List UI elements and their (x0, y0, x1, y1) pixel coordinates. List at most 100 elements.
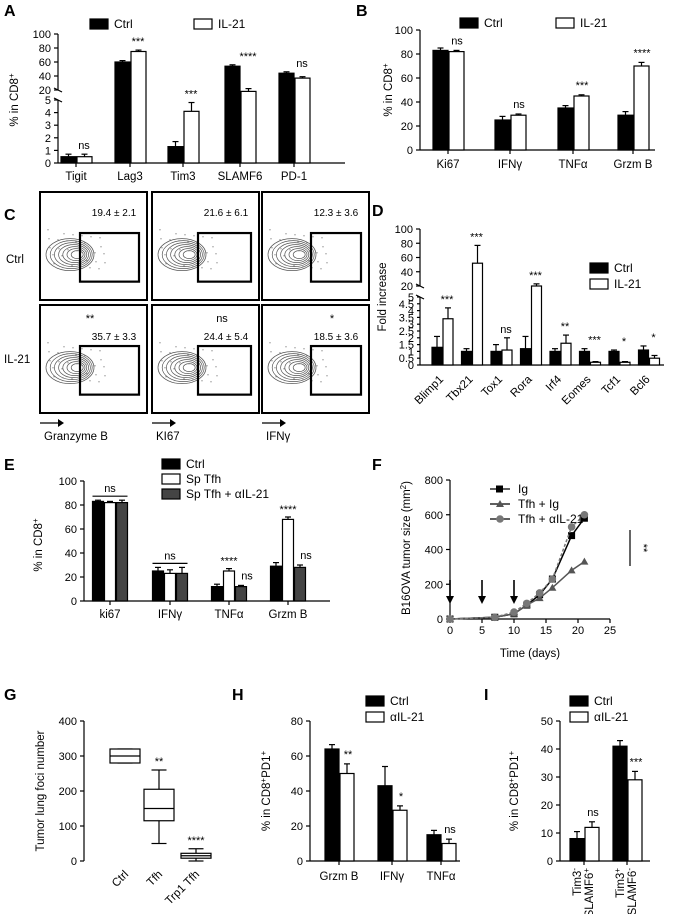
c-dot (322, 359, 324, 361)
c-dot (211, 237, 213, 239)
e-sig: ns (164, 550, 176, 562)
c-contour (170, 244, 201, 265)
c-dot (90, 349, 92, 351)
c-xlabel: KI67 (156, 431, 180, 443)
c-dot (206, 365, 208, 367)
d-bar-ctrl (608, 350, 620, 366)
f-point-tfh-aIL21 (580, 510, 589, 519)
d-tick-label: 4 (408, 306, 414, 318)
c-arrow-head (280, 419, 286, 427)
c-row-label: IL-21 (4, 354, 30, 366)
g-ylabel: Tumor lung foci number (35, 730, 47, 851)
f-sig: ** (637, 544, 649, 553)
d-bar-il21 (619, 361, 631, 366)
i-tick-label: 50 (541, 716, 553, 728)
c-dot (187, 354, 189, 356)
h-bar-aIL21 (441, 842, 457, 862)
b-bar-ctrl (432, 49, 449, 151)
c-dot (161, 247, 163, 249)
c-gate-value: 35.7 ± 3.3 (92, 332, 137, 343)
c-dot (275, 263, 277, 265)
d-legend-il21-swatch (589, 278, 609, 290)
c-contour (54, 355, 91, 380)
c-dot (201, 380, 203, 382)
h-tick-label: 60 (291, 751, 303, 763)
c-dot (104, 262, 106, 264)
c-dot (303, 348, 305, 350)
c-dot (160, 238, 162, 240)
e-sig: **** (220, 556, 238, 568)
a-legend-ctrl-label: Ctrl (114, 17, 133, 31)
c-dot (325, 253, 327, 255)
c-plot-frame (151, 304, 260, 414)
b-tick-label: 100 (395, 25, 413, 37)
a-bar-il21 (240, 90, 257, 164)
e-legend-ctrl-swatch (161, 458, 181, 470)
c-dot (193, 235, 195, 237)
f-legend-marker (496, 500, 504, 507)
c-dot (216, 262, 218, 264)
c-gate-value: 18.5 ± 3.6 (314, 332, 359, 343)
e-legend-sptfh-label: Sp Tfh (186, 472, 221, 486)
panel-label-C: C (4, 207, 16, 224)
d-category: Rora (509, 373, 536, 400)
c-dot (216, 375, 218, 377)
a-tick-label: 100 (33, 29, 51, 41)
h-category: Grzm B (320, 871, 359, 883)
e-bar-ctrl (91, 500, 105, 602)
e-tick-label: 20 (65, 572, 77, 584)
c-dot (283, 368, 285, 370)
e-tick-label: 0 (71, 596, 77, 608)
c-dot (201, 267, 203, 269)
c-plot-frame (261, 304, 370, 414)
c-contour (276, 242, 313, 267)
c-dot (279, 239, 281, 241)
c-dot (271, 247, 273, 249)
i-legend-aIL21-label: αIL-21 (594, 710, 629, 724)
h-category: TNFα (426, 871, 455, 883)
c-dot (72, 347, 74, 349)
c-dot (325, 366, 327, 368)
c-dot (61, 255, 63, 257)
c-arrow-head (170, 419, 176, 427)
c-dot (284, 264, 286, 266)
e-bar-aIL21 (234, 585, 248, 602)
d-tick-label: 1.5 (399, 340, 414, 352)
b-tick-label: 20 (401, 121, 413, 133)
e-sig: ns (104, 483, 116, 495)
c-dot (85, 251, 87, 253)
c-dot (178, 353, 180, 355)
g-category: Ctrl (110, 869, 131, 890)
c-contour (271, 240, 315, 269)
c-dot (174, 377, 176, 379)
c-dot (164, 367, 166, 369)
f-point-tfh-ig (535, 594, 544, 602)
h-bar-aIL21 (392, 809, 408, 862)
panel-label-G: G (4, 687, 16, 704)
c-dot (58, 248, 60, 250)
f-point-tfh-aIL21 (548, 575, 557, 583)
d-bar-ctrl (578, 350, 591, 366)
c-dot (57, 352, 59, 354)
d-sig: * (622, 336, 627, 348)
c-xlabel: IFNγ (266, 431, 291, 443)
c-contour (166, 355, 203, 380)
a-legend-il21-label: IL-21 (218, 17, 246, 31)
a-sig: *** (132, 36, 146, 48)
c-dot (103, 366, 105, 368)
e-bar-sptfh (103, 502, 117, 602)
a-legend-il21-swatch (193, 18, 213, 30)
a-tick-label: 5 (45, 95, 51, 107)
h-legend-ctrl-label: Ctrl (390, 694, 409, 708)
c-dot (175, 233, 177, 235)
d-bar-il21 (530, 285, 543, 366)
b-sig: *** (576, 80, 590, 92)
c-dot (183, 378, 185, 380)
b-sig: ns (451, 35, 463, 47)
e-bar-sptfh (281, 518, 295, 602)
a-tick-label: 40 (39, 71, 51, 83)
c-dot (175, 346, 177, 348)
a-tick-label: 1 (45, 145, 51, 157)
e-bar-ctrl (269, 565, 283, 602)
c-dot (165, 376, 167, 378)
